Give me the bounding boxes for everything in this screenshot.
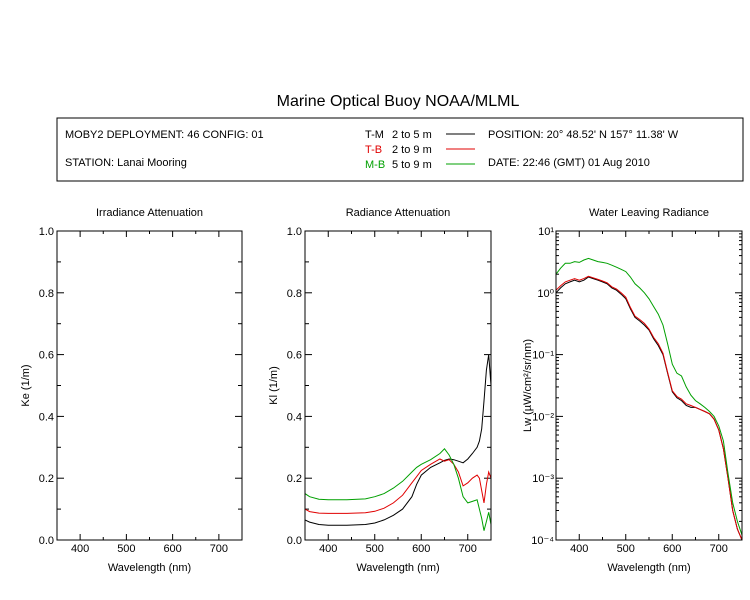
y-tick-label: 0.0 xyxy=(287,535,302,547)
x-tick-label: 700 xyxy=(210,543,228,555)
y-tick-label: 1.0 xyxy=(287,226,302,238)
plot-frame xyxy=(304,230,492,541)
plot-frame xyxy=(56,230,243,541)
x-tick-label: 500 xyxy=(117,543,135,555)
x-tick-label: 700 xyxy=(710,543,728,555)
y-tick-label: 10⁰ xyxy=(537,288,554,300)
y-tick-label: 0.6 xyxy=(39,350,54,362)
x-tick-label: 600 xyxy=(663,543,681,555)
y-tick-label: 10⁻³ xyxy=(532,473,554,485)
irradiance-attenuation-panel: Irradiance Attenuation Wavelength (nm) Ke … xyxy=(20,207,243,574)
y-tick-label: 10¹ xyxy=(538,226,554,238)
station-text: STATION: Lanai Mooring xyxy=(65,157,187,169)
x-tick-label: 400 xyxy=(570,543,588,555)
y-tick-label: 10⁻² xyxy=(532,411,554,423)
x-tick-label: 600 xyxy=(412,543,430,555)
y-axis-label: Ke (1/m) xyxy=(20,364,32,406)
y-tick-label: 1.0 xyxy=(39,226,54,238)
x-axis-label: Wavelength (nm) xyxy=(607,562,690,574)
legend-range-m-b: 5 to 9 m xyxy=(392,159,432,171)
x-tick-label: 500 xyxy=(366,543,384,555)
y-axis-label: Kl (1/m) xyxy=(268,366,280,405)
x-tick-label: 600 xyxy=(163,543,181,555)
y-tick-label: 0.4 xyxy=(287,411,302,423)
info-box xyxy=(56,117,744,182)
legend-range-t-m: 2 to 5 m xyxy=(392,129,432,141)
panel-title: Water Leaving Radiance xyxy=(589,207,709,219)
y-tick-label: 0.4 xyxy=(39,411,54,423)
radiance-attenuation-panel: Radiance Attenuation Wavelength (nm) Kl (1… xyxy=(268,207,492,574)
y-tick-label: 10⁻⁴ xyxy=(531,535,554,547)
y-tick-label: 0.8 xyxy=(287,288,302,300)
series-line-t-m xyxy=(305,354,491,526)
figure-title: Marine Optical Buoy NOAA/MLML xyxy=(277,93,520,110)
panel-title: Irradiance Attenuation xyxy=(96,207,203,219)
x-tick-label: 400 xyxy=(71,543,89,555)
x-tick-label: 400 xyxy=(319,543,337,555)
legend-label-m-b: M-B xyxy=(365,159,385,171)
series-line-t-b xyxy=(305,458,491,514)
series-line-m-b xyxy=(556,257,742,536)
x-tick-label: 700 xyxy=(459,543,477,555)
y-tick-label: 0.8 xyxy=(39,288,54,300)
plot-frame xyxy=(555,230,743,541)
deployment-text: MOBY2 DEPLOYMENT: 46 CONFIG: 01 xyxy=(65,129,264,141)
x-axis-label: Wavelength (nm) xyxy=(356,562,439,574)
legend-label-t-m: T-M xyxy=(365,129,384,141)
legend: T-M 2 to 5 m T-B 2 to 9 m M-B 5 to 9 m xyxy=(365,129,475,171)
series-line-t-m xyxy=(556,276,742,540)
y-tick-label: 10⁻¹ xyxy=(532,350,554,362)
legend-range-t-b: 2 to 9 m xyxy=(392,144,432,156)
position-text: POSITION: 20° 48.52' N 157° 11.38' W xyxy=(488,129,679,141)
panel-title: Radiance Attenuation xyxy=(346,207,451,219)
date-text: DATE: 22:46 (GMT) 01 Aug 2010 xyxy=(488,157,650,169)
series-line-m-b xyxy=(305,448,491,531)
y-tick-label: 0.2 xyxy=(287,473,302,485)
y-tick-label: 0.0 xyxy=(39,535,54,547)
series-line-t-b xyxy=(556,275,742,540)
x-tick-label: 500 xyxy=(617,543,635,555)
y-tick-label: 0.2 xyxy=(39,473,54,485)
y-axis-label: Lw (µW/cm²/sr/nm) xyxy=(522,339,534,432)
legend-label-t-b: T-B xyxy=(365,144,382,156)
y-tick-label: 0.6 xyxy=(287,350,302,362)
water-leaving-radiance-panel: Water Leaving Radiance Wavelength (nm) Lw … xyxy=(522,207,743,574)
x-axis-label: Wavelength (nm) xyxy=(108,562,191,574)
